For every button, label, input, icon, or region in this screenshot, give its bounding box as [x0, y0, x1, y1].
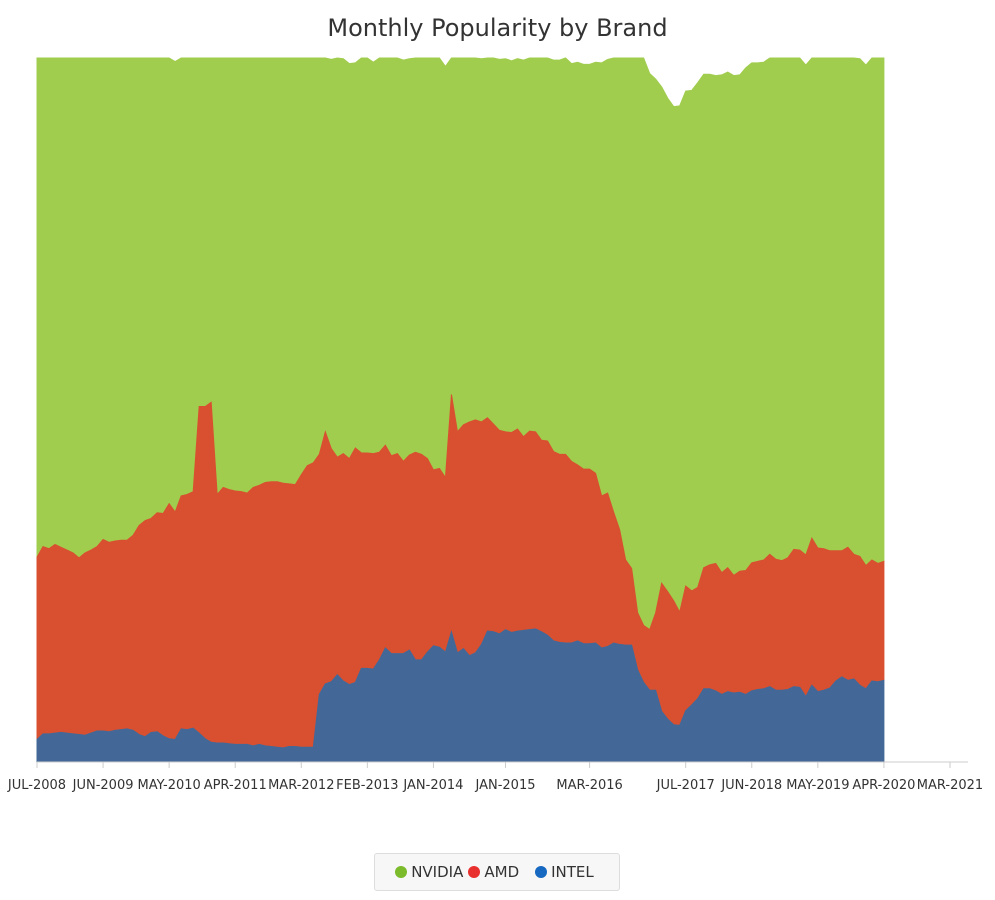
x-tick-label: MAY-2019 [786, 778, 849, 793]
legend-item-nvidia[interactable]: NVIDIA [395, 863, 463, 881]
x-tick-label: JAN-2014 [402, 778, 463, 793]
x-tick-label: MAR-2012 [268, 778, 334, 793]
legend-item-amd[interactable]: AMD [468, 863, 519, 881]
x-tick-label: MAR-2021 [917, 778, 983, 793]
legend-label-nvidia: NVIDIA [411, 863, 464, 881]
x-tick-label: APR-2011 [204, 778, 267, 793]
legend-label-intel: INTEL [551, 863, 594, 881]
x-tick-label: JAN-2015 [475, 778, 536, 793]
x-tick-label: JUL-2017 [656, 778, 715, 793]
legend-marker-amd [468, 866, 481, 878]
x-tick-label: APR-2020 [852, 778, 915, 793]
plot-area [36, 57, 885, 763]
x-tick-label: JUN-2009 [72, 778, 134, 793]
x-tick-label: JUN-2018 [720, 778, 782, 793]
x-tick-label: FEB-2013 [336, 778, 398, 793]
x-tick-label: MAR-2016 [556, 778, 622, 793]
legend-item-intel[interactable]: INTEL [535, 863, 594, 881]
x-tick-label: JUL-2008 [7, 778, 66, 793]
legend-label-amd: AMD [484, 863, 520, 881]
legend: NVIDIA AMD INTEL [374, 853, 620, 891]
legend-marker-intel [535, 866, 548, 878]
legend-marker-nvidia [395, 866, 408, 878]
x-axis-ticks: JUL-2008 JUN-2009 MAY-2010 APR-2011 MAR-2012… [7, 762, 983, 793]
chart-title: Monthly Popularity by Brand [327, 14, 668, 42]
x-tick-label: MAY-2010 [138, 778, 201, 793]
